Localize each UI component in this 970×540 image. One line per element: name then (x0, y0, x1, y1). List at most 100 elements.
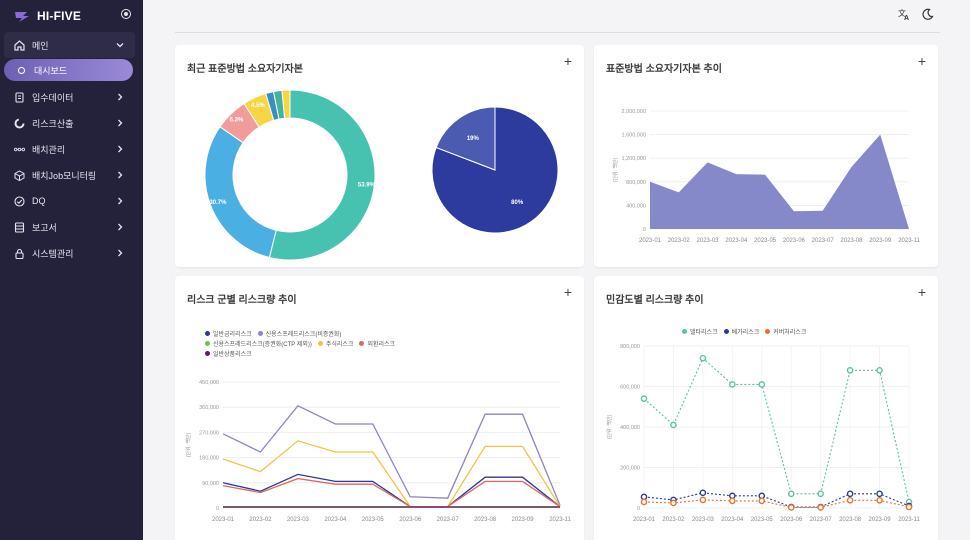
legend-label: 외환리스크 (367, 341, 396, 348)
slice-label: 19% (467, 136, 480, 142)
sidebar-item-risk[interactable]: 리스크산출 (0, 110, 143, 136)
legend-item[interactable]: 커버처리스크 (765, 326, 806, 336)
y-tick-label: 450,000 (199, 380, 219, 386)
x-tick-label: 2023-02 (668, 238, 691, 244)
legend-item[interactable]: 일반상품리스크 (205, 348, 252, 358)
dark-mode-icon[interactable] (921, 8, 934, 21)
brand[interactable]: HI-FIVE (14, 8, 81, 24)
sidebar-nav: 메인 대시보드 입수데이터 리스크산출 배치관리 (0, 32, 143, 266)
x-tick-label: 2023-07 (812, 238, 835, 244)
card-title: 민감도별 리스크량 추이 (606, 295, 704, 306)
legend-item[interactable]: 델타리스크 (682, 326, 718, 336)
sidebar-item-batch-monitoring[interactable]: 배치Job모니터링 (0, 162, 143, 188)
nodes-icon (14, 144, 25, 155)
sidebar-item-label: 메인 (32, 40, 49, 51)
data-point (787, 504, 795, 511)
x-tick-label: 2023-04 (725, 238, 748, 244)
y-tick-label: 1,600,000 (622, 133, 646, 139)
sidebar-item-main[interactable]: 메인 (4, 32, 135, 58)
legend-swatch (205, 340, 210, 346)
sidebar-item-dashboard[interactable]: 대시보드 (4, 59, 133, 81)
sidebar-item-report[interactable]: 보고서 (0, 214, 143, 240)
x-tick-label: 2023-02 (662, 517, 685, 523)
x-tick-label: 2023-08 (474, 517, 497, 523)
card-risk-group-trend: 리스크 군별 리스크량 추이 + 일반금리리스크 신용스프레드리스크(비증권화) 신… (175, 276, 584, 540)
legend-label: 베가리스크 (731, 329, 760, 336)
series-line (643, 499, 910, 508)
legend-swatch (205, 350, 210, 356)
svg-text:文: 文 (898, 8, 906, 18)
sidebar-item-dq[interactable]: DQ (0, 188, 143, 214)
legend-label: 일반금리리스크 (213, 331, 252, 338)
data-point (876, 367, 883, 374)
card-capital-trend: 표준방법 소요자기자본 추이 + 0 400,000 800,000 1,200,00… (594, 45, 938, 267)
add-button[interactable]: + (563, 53, 572, 69)
translate-icon[interactable]: 文A (898, 8, 911, 21)
slice-label: 30.7% (209, 200, 227, 206)
y-tick-label: 0 (216, 506, 219, 512)
y-axis-label: (단위: 백만) (612, 157, 619, 182)
chevron-right-icon (118, 145, 123, 153)
data-point (846, 367, 854, 374)
legend-label: 신용스프레드리스크(증권화(CTP 제외)) (213, 341, 312, 348)
legend-item[interactable]: 주식리스크 (317, 338, 353, 348)
topbar-divider (175, 32, 940, 33)
data-point (876, 497, 883, 504)
home-icon (14, 39, 25, 51)
sidebar-item-label: 보고서 (32, 222, 57, 233)
x-tick-label: 2023-03 (692, 517, 715, 523)
legend-item[interactable]: 베가리스크 (723, 326, 760, 336)
x-tick-label: 2023-09 (869, 517, 892, 523)
legend-label: 커버처리스크 (773, 329, 807, 336)
pie-slice (204, 126, 277, 259)
slice-label: 4.5% (251, 103, 265, 109)
add-button[interactable]: + (563, 284, 572, 300)
series-line (643, 492, 910, 508)
pie-slice (268, 89, 376, 261)
x-tick-label: 2023-01 (633, 517, 656, 523)
y-tick-label: 0 (637, 506, 640, 512)
data-point (846, 497, 854, 504)
x-tick-label: 2023-05 (362, 517, 385, 523)
y-tick-label: 180,000 (199, 456, 219, 462)
area-chart: 0 400,000 800,000 1,200,000 1,600,000 2,000,0… (612, 109, 920, 244)
data-point (670, 421, 677, 429)
sidebar-item-data[interactable]: 입수데이터 (0, 84, 143, 110)
legend-swatch (359, 340, 365, 346)
add-button[interactable]: + (917, 284, 926, 300)
x-tick-label: 2023-07 (810, 517, 833, 523)
app-title: HI-FIVE (37, 9, 82, 23)
chevron-down-icon (116, 43, 124, 48)
document-icon (14, 91, 25, 103)
card-title: 리스크 군별 리스크량 추이 (187, 295, 297, 306)
legend-label: 신용스프레드리스크(비증권화) (265, 331, 342, 338)
chevron-right-icon (118, 249, 123, 257)
card-sensitivity-trend: 민감도별 리스크량 추이 + 델타리스크 베가리스크 커버처리스크 0 200,000… (594, 276, 938, 540)
cube-icon (14, 169, 25, 181)
report-icon (14, 221, 25, 233)
radio-icon[interactable] (121, 9, 131, 19)
sidebar-item-system[interactable]: 시스템관리 (0, 240, 143, 266)
chevron-right-icon (118, 171, 123, 179)
data-point (846, 490, 854, 498)
data-point (670, 499, 677, 507)
legend-item[interactable]: 일반금리리스크 (205, 328, 252, 338)
add-button[interactable]: + (917, 53, 926, 69)
data-point (699, 354, 707, 362)
y-tick-label: 800,000 (620, 344, 640, 350)
legend-item[interactable]: 신용스프레드리스크(증권화(CTP 제외)) (205, 338, 312, 348)
legend-item[interactable]: 신용스프레드리스크(비증권화) (257, 328, 342, 338)
x-tick-label: 2023-06 (780, 517, 803, 523)
data-point (758, 381, 766, 388)
x-tick-label: 2023-08 (840, 238, 863, 244)
x-tick-label: 2023-04 (721, 517, 744, 523)
y-tick-label: 1,200,000 (622, 156, 646, 162)
x-tick-label: 2023-06 (399, 517, 422, 523)
x-tick-label: 2023-05 (751, 517, 774, 523)
legend-item[interactable]: 외환리스크 (359, 338, 395, 348)
x-tick-label: 2023-05 (754, 238, 777, 244)
data-point (817, 504, 824, 511)
sidebar-item-batch[interactable]: 배치관리 (0, 136, 143, 162)
sidebar-item-label: 대시보드 (34, 65, 68, 76)
y-tick-label: 800,000 (626, 180, 646, 186)
